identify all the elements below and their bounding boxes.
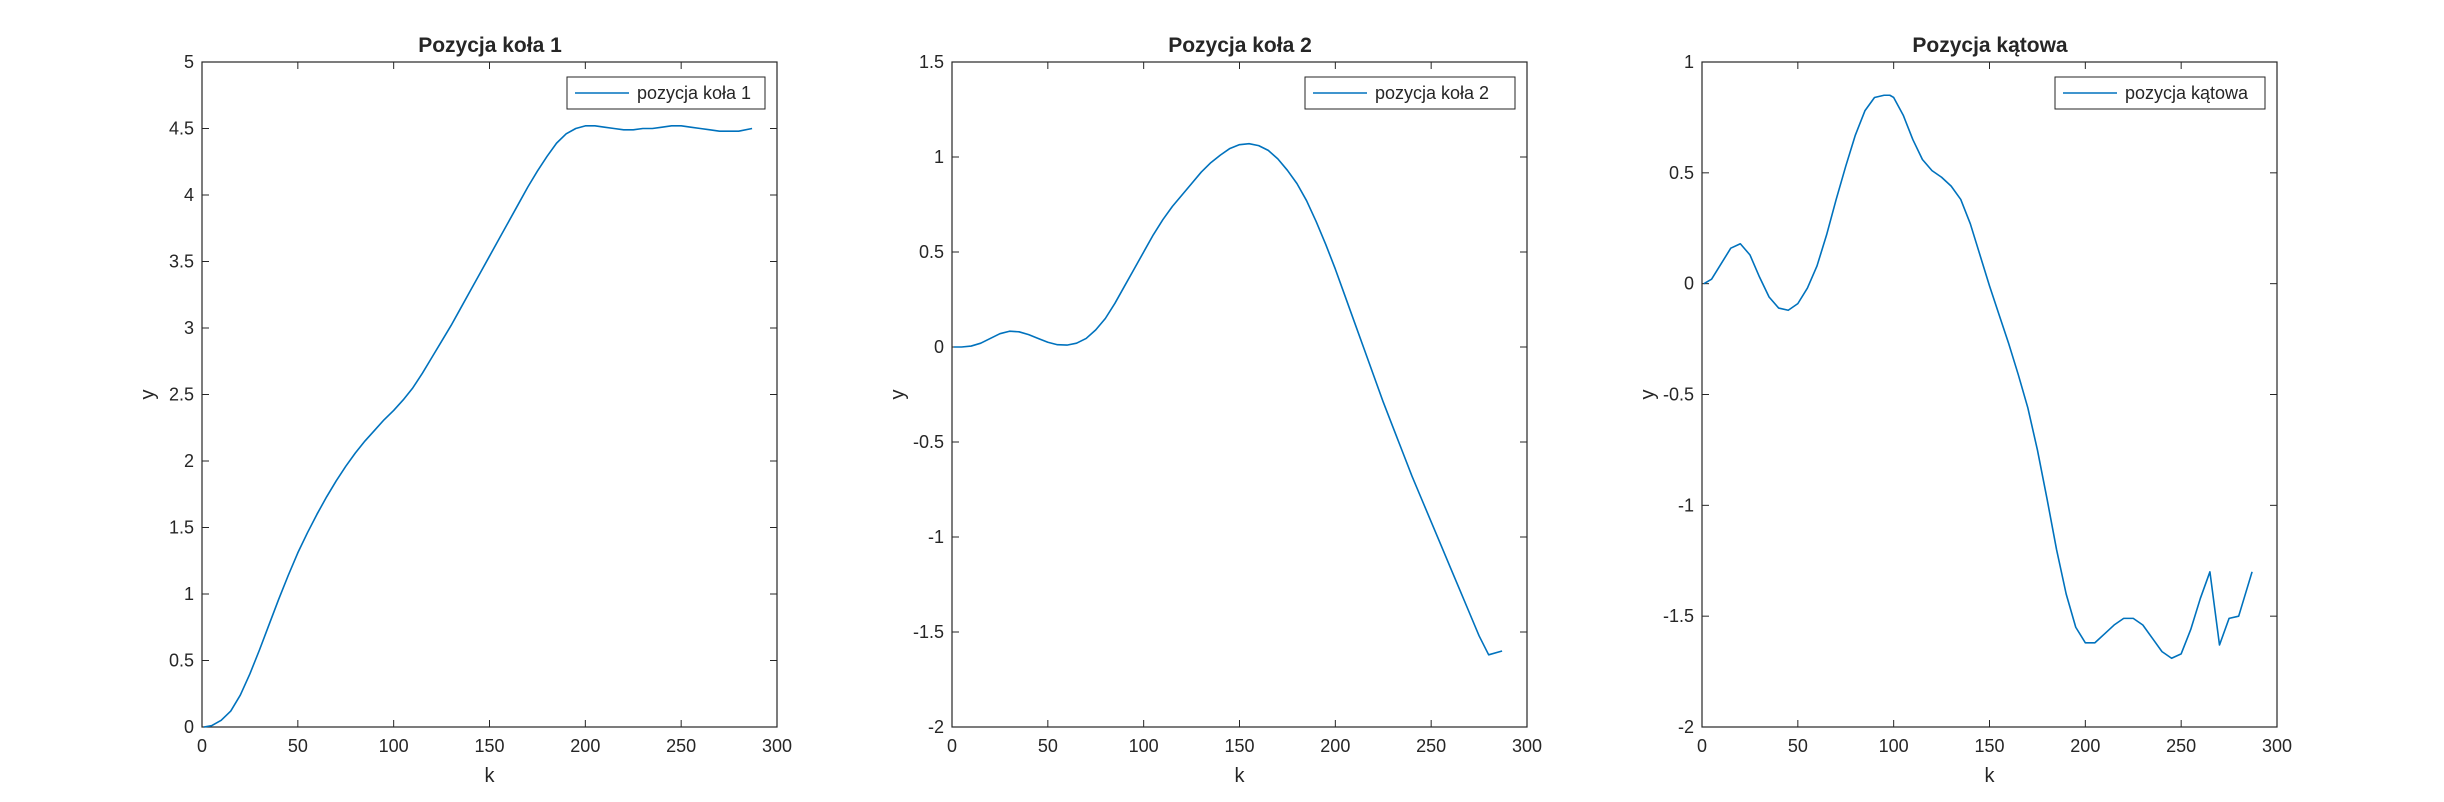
- y-tick-label: 0: [1684, 274, 1694, 294]
- y-tick-label: -1: [928, 527, 944, 547]
- y-tick-labels: -2 -1.5 -1 -0.5 0 0.5 1 1.5: [913, 52, 944, 737]
- legend: pozycja koła 2: [1304, 76, 1516, 110]
- x-tick-label: 250: [666, 736, 696, 756]
- legend-entry: pozycja koła 2: [1375, 83, 1489, 103]
- x-tick-labels: 0 50 100 150 200 250 300: [947, 736, 1542, 756]
- y-tick-label: 4: [184, 185, 194, 205]
- y-tick-label: 1.5: [919, 52, 944, 72]
- tick-marks: [201, 61, 778, 728]
- y-tick-label: -2: [1678, 717, 1694, 737]
- y-tick-label: 2.5: [169, 385, 194, 405]
- chart-pozycja-kola-1: Pozycja koła 1 0 50 100 150 200 250 300 0 0.5 1 1…: [137, 34, 792, 787]
- tick-marks: [951, 61, 1528, 728]
- chart-title: Pozycja koła 1: [418, 34, 562, 57]
- x-tick-label: 150: [474, 736, 504, 756]
- y-tick-label: 0.5: [1669, 163, 1694, 183]
- y-tick-label: 5: [184, 52, 194, 72]
- y-tick-label: -0.5: [913, 432, 944, 452]
- x-tick-label: 300: [762, 736, 792, 756]
- x-tick-label: 250: [1416, 736, 1446, 756]
- y-tick-label: 0.5: [169, 651, 194, 671]
- y-tick-label: 1: [184, 584, 194, 604]
- y-axis-label: y: [1637, 390, 1659, 400]
- series-line: [953, 142, 1503, 656]
- x-tick-label: 50: [1038, 736, 1058, 756]
- legend-entry: pozycja koła 1: [637, 83, 751, 103]
- x-tick-label: 100: [379, 736, 409, 756]
- x-tick-label: 200: [570, 736, 600, 756]
- x-tick-label: 50: [1788, 736, 1808, 756]
- x-axis-label: k: [485, 765, 496, 787]
- x-tick-label: 300: [1512, 736, 1542, 756]
- x-tick-label: 250: [2166, 736, 2196, 756]
- x-axis-label: k: [1985, 765, 1996, 787]
- y-tick-labels: -2 -1.5 -1 -0.5 0 0.5 1: [1663, 52, 1694, 737]
- chart-pozycja-katowa: Pozycja kątowa 0 50 100 150 200 250 300 -2 -1.5…: [1637, 34, 2292, 787]
- legend: pozycja kątowa: [2054, 76, 2266, 110]
- x-tick-label: 0: [947, 736, 957, 756]
- y-tick-label: -1.5: [1663, 606, 1694, 626]
- y-tick-label: 4.5: [169, 119, 194, 139]
- x-tick-label: 300: [2262, 736, 2292, 756]
- x-tick-label: 200: [2070, 736, 2100, 756]
- x-tick-label: 0: [197, 736, 207, 756]
- x-tick-label: 150: [1224, 736, 1254, 756]
- y-tick-label: -1: [1678, 495, 1694, 515]
- chart-title: Pozycja kątowa: [1912, 34, 2068, 57]
- x-tick-label: 200: [1320, 736, 1350, 756]
- y-tick-label: 0.5: [919, 242, 944, 262]
- chart-title: Pozycja koła 2: [1168, 34, 1312, 57]
- y-tick-label: -2: [928, 717, 944, 737]
- y-tick-label: 1.5: [169, 518, 194, 538]
- axes-box: [201, 61, 778, 728]
- legend-entry: pozycja kątowa: [2125, 83, 2249, 103]
- x-tick-label: 50: [288, 736, 308, 756]
- plot-area: [203, 125, 753, 728]
- y-tick-label: 0: [934, 337, 944, 357]
- y-tick-label: -1.5: [913, 622, 944, 642]
- y-tick-label: 1: [1684, 52, 1694, 72]
- x-tick-labels: 0 50 100 150 200 250 300: [197, 736, 792, 756]
- y-tick-label: 1: [934, 147, 944, 167]
- axes-box: [1701, 61, 2278, 728]
- plot-area: [1703, 94, 2253, 660]
- y-tick-label: 3: [184, 318, 194, 338]
- legend: pozycja koła 1: [566, 76, 766, 110]
- series-line: [1703, 94, 2253, 660]
- y-tick-label: 0: [184, 717, 194, 737]
- y-tick-labels: 0 0.5 1 1.5 2 2.5 3 3.5 4 4.5 5: [169, 52, 194, 737]
- y-axis-label: y: [887, 390, 909, 400]
- y-tick-label: 2: [184, 451, 194, 471]
- x-tick-label: 150: [1974, 736, 2004, 756]
- series-line: [203, 125, 753, 728]
- plot-area: [953, 142, 1503, 656]
- y-tick-label: -0.5: [1663, 385, 1694, 405]
- x-tick-label: 0: [1697, 736, 1707, 756]
- x-axis-label: k: [1235, 765, 1246, 787]
- chart-pozycja-kola-2: Pozycja koła 2 0 50 100 150 200 250 300 -2 -1.5…: [887, 34, 1542, 787]
- axes-box: [951, 61, 1528, 728]
- x-tick-labels: 0 50 100 150 200 250 300: [1697, 736, 2292, 756]
- y-axis-label: y: [137, 390, 159, 400]
- x-tick-label: 100: [1129, 736, 1159, 756]
- y-tick-label: 3.5: [169, 252, 194, 272]
- x-tick-label: 100: [1879, 736, 1909, 756]
